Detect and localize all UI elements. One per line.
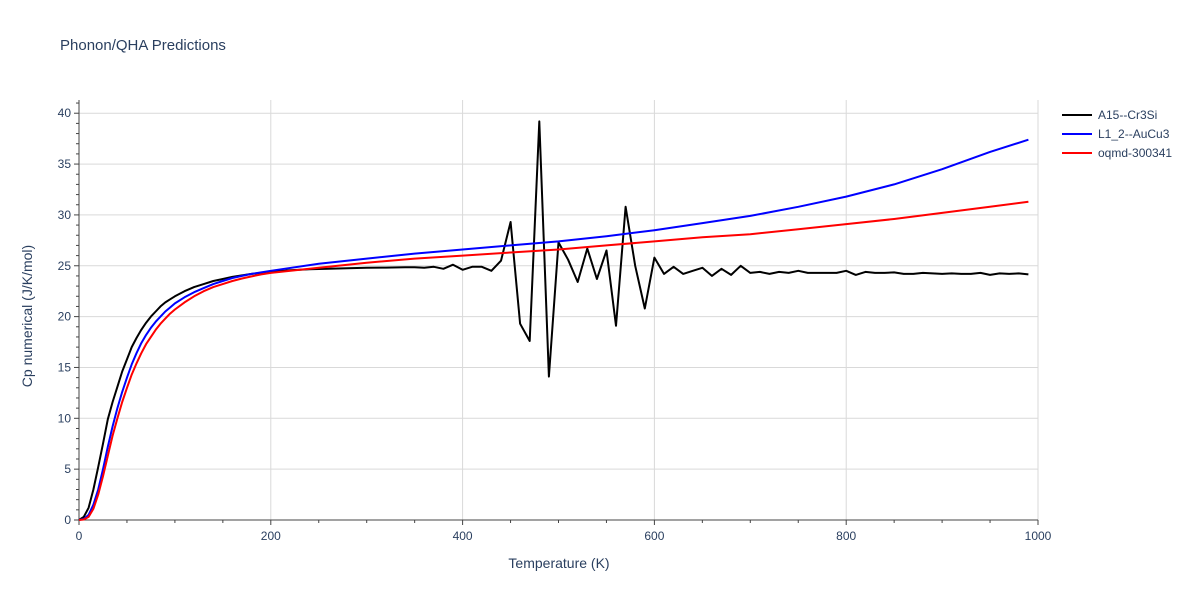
legend[interactable]: A15--Cr3Si L1_2--AuCu3 oqmd-300341: [1062, 108, 1172, 160]
series-line-2[interactable]: [78, 200, 1029, 521]
legend-label: L1_2--AuCu3: [1098, 127, 1170, 141]
x-tick-label: 0: [76, 529, 83, 543]
x-tick-label: 600: [644, 529, 664, 543]
y-tick-label: 0: [64, 513, 71, 527]
y-tick-label: 10: [58, 411, 72, 425]
y-tick-label: 15: [58, 360, 72, 374]
y-axis-label: Cp numerical (J/K/mol): [19, 245, 35, 387]
x-tick-label: 1000: [1025, 529, 1052, 543]
legend-label: A15--Cr3Si: [1098, 108, 1157, 122]
axes-layer: 0 200 400 600 800 1000 0 5 10 15 20 25 30 35 40: [58, 100, 1052, 543]
y-tick-label: 40: [58, 106, 72, 120]
x-axis-label: Temperature (K): [508, 555, 609, 571]
y-tick-label: 35: [58, 157, 72, 171]
grid-layer: [79, 100, 1039, 520]
legend-label: oqmd-300341: [1098, 146, 1172, 160]
y-tick-label: 20: [58, 310, 72, 324]
legend-item[interactable]: A15--Cr3Si: [1062, 108, 1157, 122]
series-line-1[interactable]: [78, 138, 1029, 521]
chart-title: Phonon/QHA Predictions: [60, 37, 226, 54]
y-tick-label: 25: [58, 259, 72, 273]
legend-item[interactable]: oqmd-300341: [1062, 146, 1172, 160]
series-layer: [78, 120, 1029, 521]
legend-item[interactable]: L1_2--AuCu3: [1062, 127, 1170, 141]
y-tick-label: 5: [64, 462, 71, 476]
x-tick-label: 400: [453, 529, 473, 543]
series-line-0[interactable]: [78, 120, 1029, 521]
x-tick-label: 800: [836, 529, 856, 543]
x-tick-label: 200: [261, 529, 281, 543]
y-tick-label: 30: [58, 208, 72, 222]
